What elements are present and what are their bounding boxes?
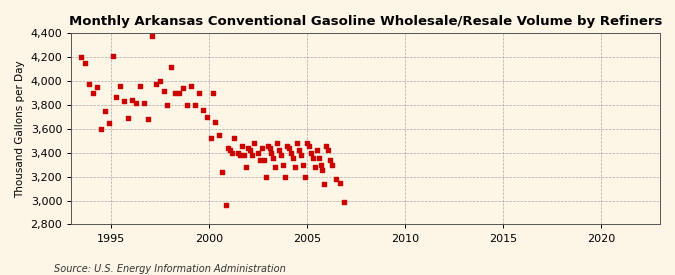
Point: [278, 163, 289, 167]
Point: [298, 163, 308, 167]
Point: [276, 153, 287, 157]
Point: [288, 155, 298, 160]
Point: [151, 81, 161, 86]
Point: [280, 175, 291, 179]
Point: [95, 127, 106, 131]
Point: [127, 98, 138, 102]
Point: [315, 163, 326, 167]
Point: [229, 136, 240, 141]
Point: [197, 108, 208, 112]
Point: [123, 116, 134, 120]
Point: [186, 84, 196, 88]
Point: [262, 144, 273, 148]
Point: [272, 141, 283, 145]
Point: [325, 158, 335, 162]
Point: [225, 148, 236, 153]
Point: [335, 180, 346, 185]
Point: [292, 141, 302, 145]
Point: [331, 177, 342, 181]
Point: [138, 100, 149, 105]
Point: [107, 54, 118, 58]
Point: [317, 167, 328, 172]
Point: [154, 79, 165, 83]
Point: [309, 165, 320, 169]
Point: [307, 155, 318, 160]
Title: Monthly Arkansas Conventional Gasoline Wholesale/Resale Volume by Refiners: Monthly Arkansas Conventional Gasoline W…: [69, 15, 662, 28]
Point: [209, 120, 220, 124]
Point: [296, 153, 306, 157]
Point: [242, 146, 253, 150]
Point: [233, 151, 244, 155]
Point: [248, 141, 259, 145]
Point: [111, 94, 122, 99]
Point: [217, 170, 228, 174]
Point: [174, 91, 185, 95]
Point: [270, 165, 281, 169]
Point: [221, 203, 232, 208]
Point: [311, 148, 322, 153]
Point: [201, 115, 212, 119]
Point: [88, 91, 99, 95]
Point: [119, 99, 130, 104]
Point: [158, 89, 169, 93]
Point: [339, 200, 350, 204]
Point: [313, 155, 324, 160]
Point: [223, 146, 234, 150]
Point: [254, 158, 265, 162]
Point: [238, 153, 249, 157]
Point: [303, 144, 314, 148]
Point: [170, 91, 181, 95]
Point: [131, 100, 142, 105]
Point: [259, 158, 269, 162]
Point: [142, 117, 153, 122]
Point: [91, 85, 102, 89]
Point: [302, 141, 313, 145]
Point: [182, 103, 192, 107]
Point: [134, 84, 145, 88]
Point: [256, 146, 267, 150]
Point: [84, 81, 95, 86]
Point: [240, 165, 251, 169]
Point: [227, 151, 238, 155]
Point: [115, 84, 126, 88]
Point: [294, 148, 304, 153]
Point: [300, 175, 310, 179]
Point: [286, 151, 296, 155]
Point: [244, 148, 255, 153]
Point: [213, 133, 224, 137]
Point: [284, 146, 294, 150]
Point: [321, 144, 332, 148]
Point: [235, 153, 246, 157]
Point: [194, 91, 205, 95]
Point: [319, 182, 330, 186]
Point: [246, 153, 257, 157]
Point: [205, 136, 216, 141]
Point: [274, 148, 285, 153]
Point: [178, 86, 188, 90]
Point: [162, 103, 173, 107]
Point: [80, 61, 90, 65]
Point: [260, 175, 271, 179]
Y-axis label: Thousand Gallons per Day: Thousand Gallons per Day: [15, 60, 25, 198]
Point: [281, 144, 292, 148]
Point: [290, 165, 300, 169]
Point: [305, 151, 316, 155]
Point: [166, 65, 177, 69]
Point: [323, 148, 333, 153]
Point: [266, 151, 277, 155]
Point: [207, 91, 218, 95]
Point: [237, 144, 248, 148]
Point: [268, 155, 279, 160]
Point: [252, 151, 263, 155]
Point: [76, 55, 86, 59]
Text: Source: U.S. Energy Information Administration: Source: U.S. Energy Information Administ…: [54, 264, 286, 274]
Point: [264, 146, 275, 150]
Point: [99, 109, 110, 113]
Point: [190, 103, 200, 107]
Point: [327, 163, 338, 167]
Point: [103, 121, 114, 125]
Point: [146, 34, 157, 38]
